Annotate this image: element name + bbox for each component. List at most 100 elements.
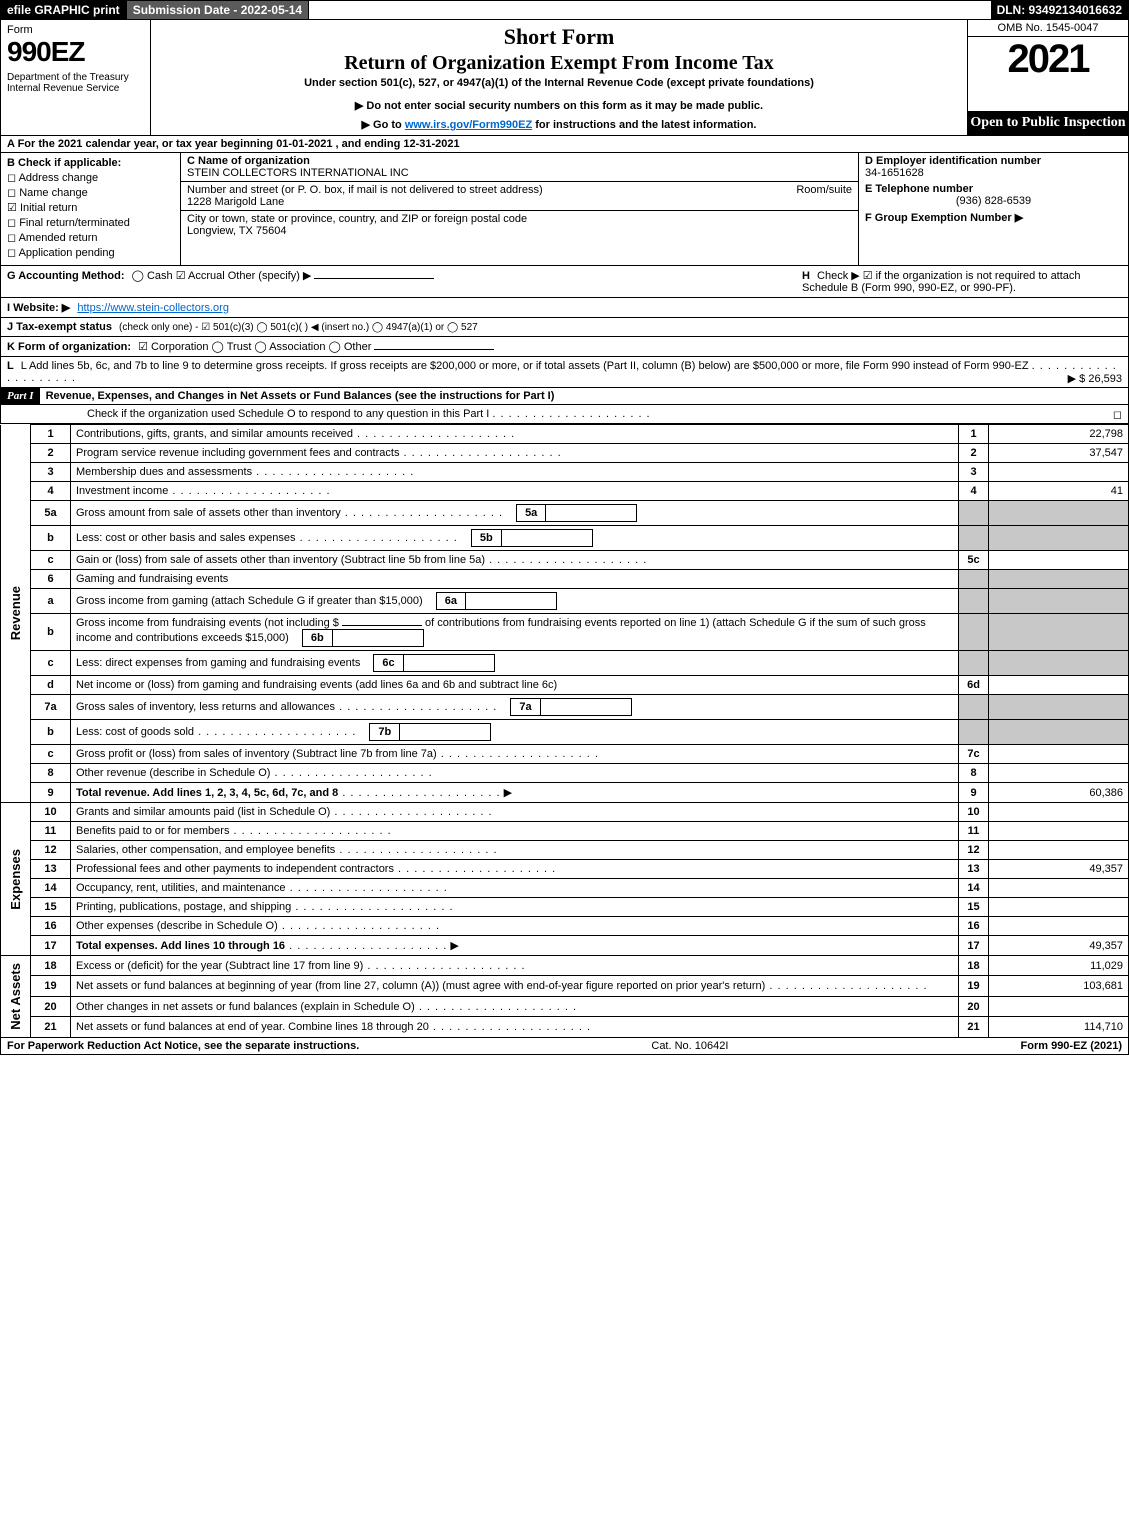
line-4: 4 Investment income 4 41 [1,482,1129,501]
col-b-checkboxes: B Check if applicable: ◻ Address change … [1,153,181,265]
ln-4-rn: 4 [959,482,989,501]
c-name-label: C Name of organization [187,155,310,167]
ein-label: D Employer identification number [865,155,1122,167]
ln-20-rn: 20 [959,996,989,1016]
open-public-inspection: Open to Public Inspection [968,111,1128,135]
ln-6a-num: a [31,589,71,614]
revenue-section-label: Revenue [6,582,25,644]
ln-14-rn: 14 [959,879,989,898]
ln-1-text: Contributions, gifts, grants, and simila… [71,425,959,444]
ln-19-num: 19 [31,976,71,996]
chk-amended-return[interactable]: ◻ Amended return [7,231,174,244]
line-1: Revenue 1 Contributions, gifts, grants, … [1,425,1129,444]
ln-7b-rn [959,720,989,745]
ln-2-text: Program service revenue including govern… [71,444,959,463]
ln-13-rn: 13 [959,860,989,879]
l-text: L Add lines 5b, 6c, and 7b to line 9 to … [21,360,1029,372]
ln-9-num: 9 [31,783,71,803]
chk-initial-return[interactable]: ☑ Initial return [7,201,174,214]
ln-9-text: Total revenue. Add lines 1, 2, 3, 4, 5c,… [71,783,959,803]
ln-9-amt: 60,386 [989,783,1129,803]
part1-check-box[interactable]: ◻ [1113,408,1122,421]
ln-15-rn: 15 [959,898,989,917]
ln-7c-amt [989,745,1129,764]
ein-value: 34-1651628 [865,167,1122,179]
i-label: I Website: ▶ [7,302,70,314]
ln-17-text: Total expenses. Add lines 10 through 16 … [71,936,959,956]
ln-7c-text: Gross profit or (loss) from sales of inv… [71,745,959,764]
ln-1-rn: 1 [959,425,989,444]
ln-18-num: 18 [31,956,71,976]
ln-2-rn: 2 [959,444,989,463]
ln-11-amt [989,822,1129,841]
ln-6b-text: Gross income from fundraising events (no… [71,614,959,651]
ln-12-text: Salaries, other compensation, and employ… [71,841,959,860]
chk-address-change[interactable]: ◻ Address change [7,171,174,184]
k-options[interactable]: ☑ Corporation ◯ Trust ◯ Association ◯ Ot… [138,341,371,353]
ln-6c-num: c [31,651,71,676]
ln-6-num: 6 [31,570,71,589]
line-6b: b Gross income from fundraising events (… [1,614,1129,651]
chk-final-return[interactable]: ◻ Final return/terminated [7,216,174,229]
org-city: Longview, TX 75604 [187,225,852,237]
line-6d: d Net income or (loss) from gaming and f… [1,676,1129,695]
j-options[interactable]: (check only one) - ☑ 501(c)(3) ◯ 501(c)(… [119,322,478,333]
irs-link[interactable]: www.irs.gov/Form990EZ [405,119,532,131]
ln-13-text: Professional fees and other payments to … [71,860,959,879]
ln-8-num: 8 [31,764,71,783]
ln-16-num: 16 [31,917,71,936]
efile-print-label[interactable]: efile GRAPHIC print [1,1,127,19]
ln-17-amt: 49,357 [989,936,1129,956]
line-17: 17 Total expenses. Add lines 10 through … [1,936,1129,956]
ln-13-amt: 49,357 [989,860,1129,879]
row-i-website: I Website: ▶ https://www.stein-collector… [0,298,1129,318]
ln-21-rn: 21 [959,1017,989,1037]
ln-2-amt: 37,547 [989,444,1129,463]
chk-application-pending[interactable]: ◻ Application pending [7,246,174,259]
ln-6b-rn [959,614,989,651]
ln-18-text: Excess or (deficit) for the year (Subtra… [71,956,959,976]
ln-6a-subamt [466,599,556,603]
header-right: OMB No. 1545-0047 2021 Open to Public In… [968,20,1128,135]
line-7a: 7a Gross sales of inventory, less return… [1,695,1129,720]
ln-6d-num: d [31,676,71,695]
ln-17-rn: 17 [959,936,989,956]
line-18: Net Assets 18 Excess or (deficit) for th… [1,956,1129,976]
addr-label: Number and street (or P. O. box, if mail… [187,184,543,196]
city-label: City or town, state or province, country… [187,213,852,225]
ln-20-text: Other changes in net assets or fund bala… [71,996,959,1016]
ln-5b-num: b [31,526,71,551]
ln-7a-subamt [541,705,631,709]
chk-name-change[interactable]: ◻ Name change [7,186,174,199]
ln-7b-amt [989,720,1129,745]
ln-6-amt [989,570,1129,589]
line-5c: c Gain or (loss) from sale of assets oth… [1,551,1129,570]
line-20: 20 Other changes in net assets or fund b… [1,996,1129,1016]
ln-15-num: 15 [31,898,71,917]
phone-value: (936) 828-6539 [865,195,1122,207]
ln-6c-rn [959,651,989,676]
ln-14-amt [989,879,1129,898]
ln-2-num: 2 [31,444,71,463]
ln-7a-sub: 7a [511,699,540,715]
ln-6d-rn: 6d [959,676,989,695]
ln-7a-rn [959,695,989,720]
goto-pre: ▶ Go to [362,119,405,131]
website-link[interactable]: https://www.stein-collectors.org [77,302,229,314]
ln-6-rn [959,570,989,589]
department-label: Department of the Treasury Internal Reve… [7,72,144,94]
netassets-section-label: Net Assets [6,959,25,1034]
ln-7b-sub: 7b [370,724,400,740]
ln-6a-text: Gross income from gaming (attach Schedul… [71,589,959,614]
title-return: Return of Organization Exempt From Incom… [157,52,961,75]
row-l-gross: L L Add lines 5b, 6c, and 7b to line 9 t… [0,357,1129,388]
ln-5a-sub: 5a [517,505,546,521]
ln-12-num: 12 [31,841,71,860]
line-2: 2 Program service revenue including gove… [1,444,1129,463]
footer-catno: Cat. No. 10642I [651,1040,728,1052]
g-options[interactable]: ◯ Cash ☑ Accrual Other (specify) ▶ [132,270,312,282]
header-left: Form 990EZ Department of the Treasury In… [1,20,151,135]
ln-6b-subamt [333,636,423,640]
ln-6c-sub: 6c [374,655,403,671]
line-15: 15 Printing, publications, postage, and … [1,898,1129,917]
